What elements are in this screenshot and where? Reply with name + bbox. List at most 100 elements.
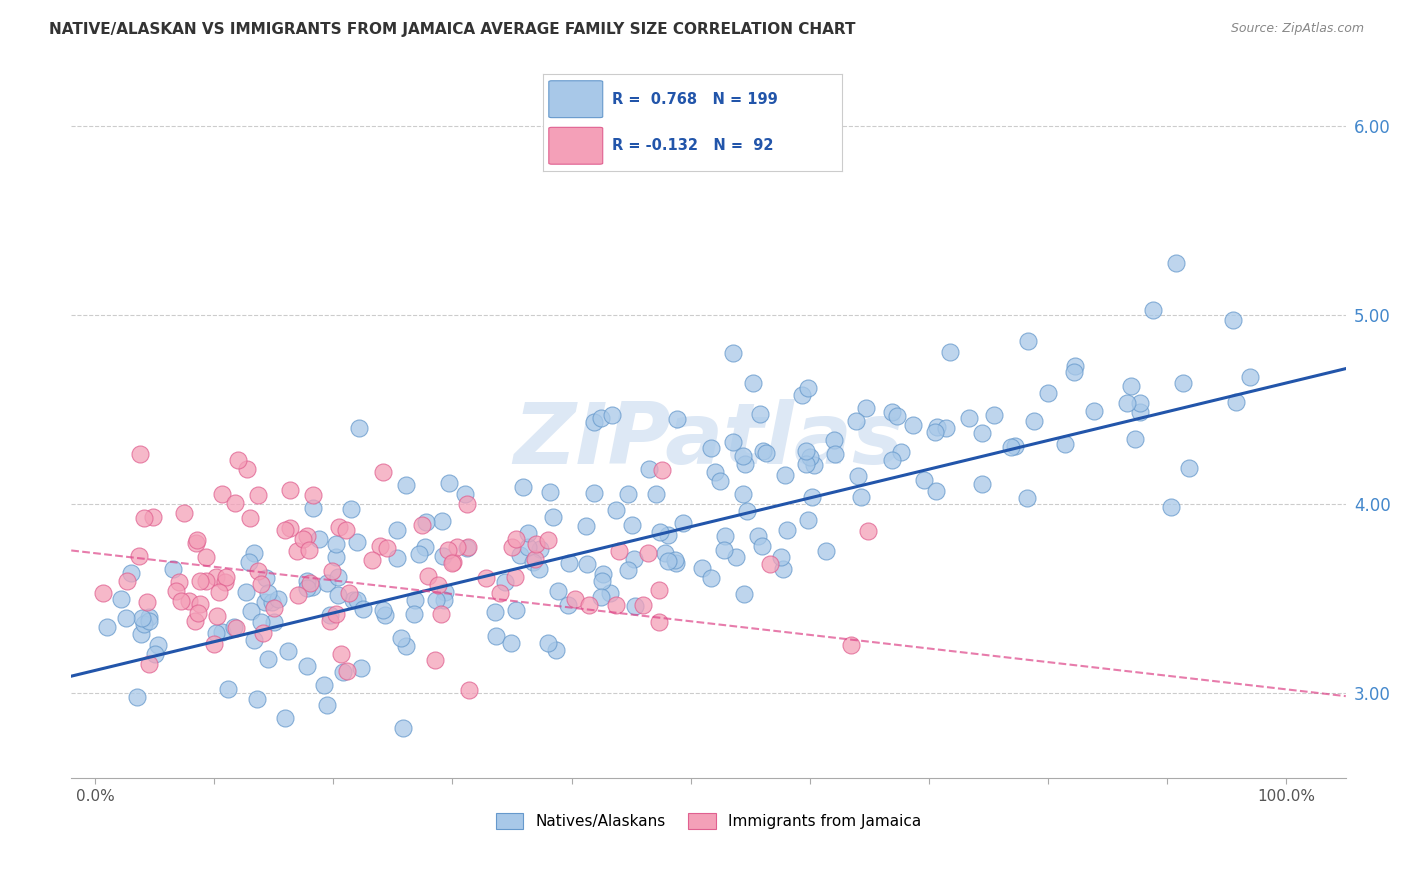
- Point: [617, 487, 640, 501]
- Point: [433, 593, 456, 607]
- Point: [335, 523, 357, 537]
- Point: [772, 562, 794, 576]
- Point: [484, 605, 506, 619]
- Point: [402, 607, 425, 622]
- Point: [115, 610, 138, 624]
- Point: [645, 487, 668, 501]
- Point: [389, 631, 412, 645]
- Point: [274, 710, 297, 724]
- Point: [91, 585, 114, 599]
- Point: [714, 529, 737, 543]
- Point: [246, 564, 269, 578]
- Point: [136, 595, 159, 609]
- Point: [205, 570, 228, 584]
- Point: [856, 524, 879, 539]
- Text: NATIVE/ALASKAN VS IMMIGRANTS FROM JAMAICA AVERAGE FAMILY SIZE CORRELATION CHART: NATIVE/ALASKAN VS IMMIGRANTS FROM JAMAIC…: [49, 22, 856, 37]
- Point: [263, 615, 285, 629]
- Point: [522, 555, 544, 569]
- Point: [599, 585, 621, 599]
- Point: [648, 615, 671, 630]
- Point: [408, 547, 430, 561]
- Point: [375, 541, 398, 555]
- Point: [385, 550, 408, 565]
- Point: [509, 549, 531, 563]
- Point: [631, 598, 654, 612]
- Point: [665, 411, 688, 425]
- Point: [524, 551, 547, 566]
- Point: [983, 409, 1005, 423]
- Point: [1063, 365, 1085, 379]
- Point: [245, 691, 267, 706]
- Point: [302, 501, 325, 516]
- Point: [733, 486, 755, 500]
- Point: [796, 444, 818, 458]
- Point: [214, 574, 236, 589]
- Point: [277, 643, 299, 657]
- Point: [332, 665, 354, 679]
- Point: [583, 486, 606, 500]
- Point: [742, 376, 765, 390]
- Point: [1178, 461, 1201, 475]
- Point: [415, 515, 437, 529]
- Point: [325, 550, 347, 565]
- Point: [886, 409, 908, 423]
- Point: [664, 556, 686, 570]
- Point: [456, 541, 478, 555]
- Point: [538, 485, 561, 500]
- Point: [165, 583, 187, 598]
- Point: [575, 557, 598, 571]
- Point: [600, 408, 623, 422]
- Point: [205, 609, 228, 624]
- Point: [797, 381, 820, 395]
- Point: [1004, 438, 1026, 452]
- Point: [247, 488, 270, 502]
- Point: [370, 539, 392, 553]
- Point: [755, 446, 778, 460]
- Point: [224, 496, 246, 510]
- Point: [167, 575, 190, 590]
- Point: [326, 589, 349, 603]
- Point: [794, 457, 817, 471]
- Point: [547, 584, 569, 599]
- Point: [131, 611, 153, 625]
- Point: [657, 554, 679, 568]
- Point: [723, 346, 745, 360]
- Point: [524, 537, 547, 551]
- Point: [186, 533, 208, 547]
- Point: [434, 585, 457, 599]
- Point: [202, 637, 225, 651]
- Point: [564, 592, 586, 607]
- Point: [138, 614, 160, 628]
- Point: [1160, 500, 1182, 514]
- Point: [328, 520, 350, 534]
- Point: [650, 525, 672, 540]
- Point: [620, 517, 643, 532]
- Point: [430, 514, 453, 528]
- Point: [748, 407, 770, 421]
- Point: [927, 420, 949, 434]
- Point: [427, 577, 450, 591]
- Point: [799, 450, 821, 464]
- Point: [425, 593, 447, 607]
- Point: [361, 552, 384, 566]
- Point: [529, 542, 551, 557]
- Point: [544, 643, 567, 657]
- Point: [773, 467, 796, 482]
- Point: [243, 546, 266, 560]
- Point: [142, 509, 165, 524]
- Point: [1225, 394, 1247, 409]
- Point: [855, 401, 877, 415]
- Point: [385, 523, 408, 537]
- Point: [890, 445, 912, 459]
- Point: [120, 566, 142, 581]
- Point: [529, 562, 551, 576]
- Point: [454, 487, 477, 501]
- Point: [592, 567, 614, 582]
- Point: [1115, 396, 1137, 410]
- Point: [315, 698, 337, 713]
- Point: [110, 592, 132, 607]
- Point: [1239, 369, 1261, 384]
- Point: [186, 536, 208, 550]
- Point: [274, 523, 297, 537]
- Point: [235, 461, 257, 475]
